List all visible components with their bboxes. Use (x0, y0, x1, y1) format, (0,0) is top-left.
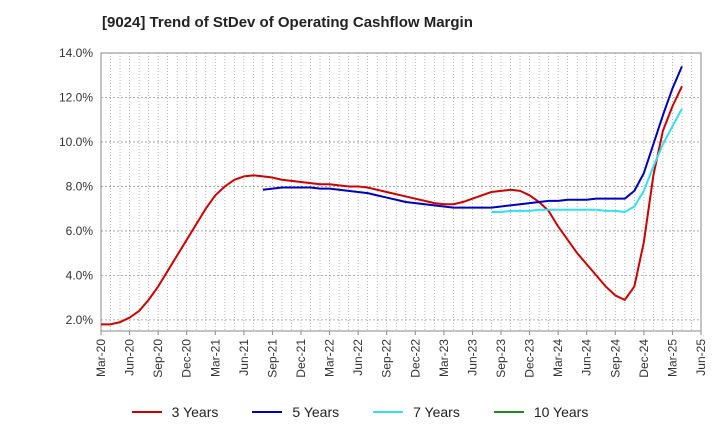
series-lines (101, 65, 683, 326)
legend-label: 7 Years (413, 404, 460, 420)
x-tick-label: Sep-24 (608, 339, 622, 378)
x-tick-label: Dec-24 (637, 339, 651, 378)
x-tick-label: Dec-23 (523, 339, 537, 378)
y-tick-label: 2.0% (66, 313, 94, 327)
x-tick-label: Mar-21 (208, 339, 222, 377)
y-tick-label: 4.0% (66, 268, 94, 282)
legend-label: 3 Years (171, 404, 219, 420)
x-tick-label: Sep-20 (151, 339, 165, 378)
x-tick-label: Mar-23 (437, 339, 451, 377)
y-tick-label: 14.0% (59, 46, 93, 60)
x-tick-label: Jun-25 (694, 339, 708, 376)
legend-item: 10 Years (493, 404, 589, 420)
chart-title: [9024] Trend of StDev of Operating Cashf… (102, 14, 473, 31)
y-tick-label: 12.0% (59, 90, 93, 104)
x-tick-label: Sep-22 (380, 339, 394, 378)
grid-lines (100, 52, 702, 331)
x-tick-label: Mar-24 (551, 339, 565, 377)
tick-labels: 2.0% 4.0% 6.0% 8.0% 10.0% 12.0% 14.0% Mar-20 Jun… (59, 46, 708, 378)
legend-swatch (131, 411, 162, 413)
legend-label: 10 Years (533, 404, 589, 420)
x-tick-label: Jun-21 (237, 339, 251, 376)
x-tick-label: Jun-24 (580, 339, 594, 376)
x-tick-label: Jun-20 (123, 339, 137, 376)
legend-swatch (373, 411, 404, 413)
series-line-3-years (101, 85, 683, 326)
x-tick-label: Dec-22 (408, 339, 422, 378)
x-tick-label: Dec-21 (294, 339, 308, 378)
x-tick-label: Jun-23 (465, 339, 479, 376)
legend-swatch (252, 411, 283, 413)
plot-frame (100, 52, 702, 332)
y-tick-label: 6.0% (66, 224, 94, 238)
x-tick-label: Dec-20 (180, 339, 194, 378)
x-tick-label: Mar-22 (323, 339, 337, 377)
legend: 3 Years 5 Years 7 Years 10 Years (0, 404, 720, 420)
x-tick-label: Jun-22 (351, 339, 365, 376)
x-tick-label: Mar-20 (94, 339, 108, 377)
x-tick-label: Sep-23 (494, 339, 508, 378)
legend-swatch (493, 411, 524, 413)
legend-item: 7 Years (373, 404, 460, 420)
y-tick-label: 8.0% (66, 179, 94, 193)
legend-item: 3 Years (131, 404, 219, 420)
series-line-7-years (491, 108, 683, 214)
legend-item: 5 Years (252, 404, 339, 420)
line-chart: 2.0% 4.0% 6.0% 8.0% 10.0% 12.0% 14.0% Mar-20 Jun… (59, 46, 708, 378)
x-tick-label: Mar-25 (665, 339, 679, 377)
series-line-5-years (262, 65, 683, 209)
y-tick-label: 10.0% (59, 135, 93, 149)
axes (100, 52, 702, 335)
x-tick-label: Sep-21 (265, 339, 279, 378)
legend-label: 5 Years (292, 404, 340, 420)
